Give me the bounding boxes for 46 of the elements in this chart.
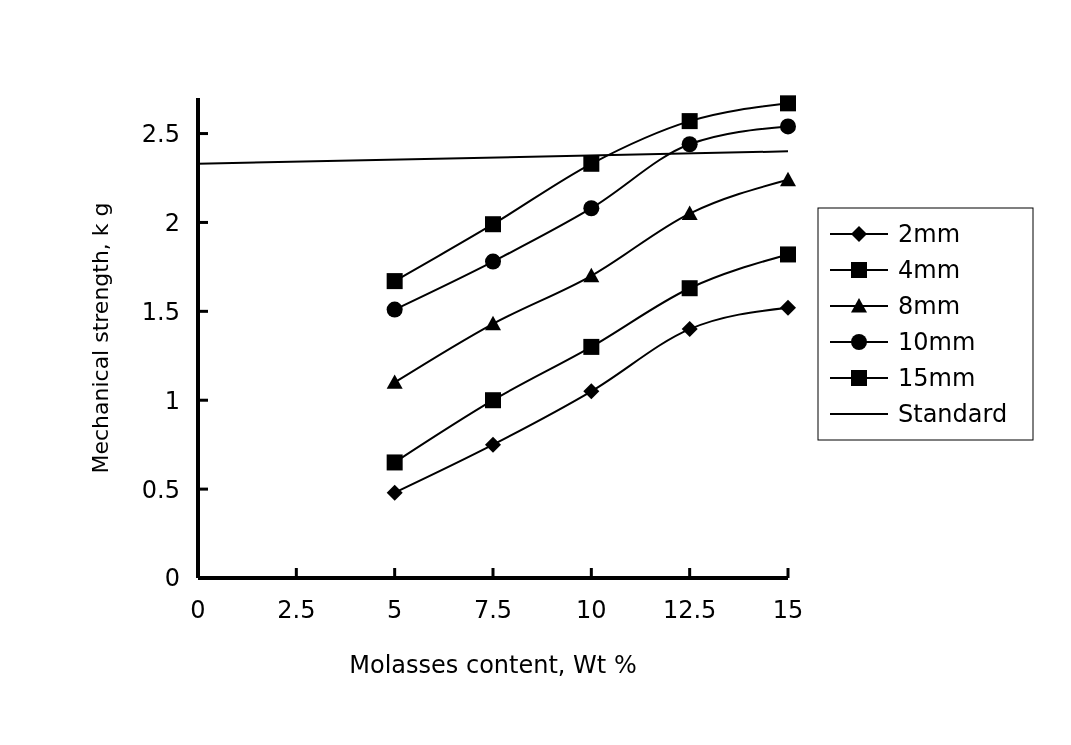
point <box>583 155 600 172</box>
point <box>485 436 501 453</box>
point <box>681 280 698 297</box>
point <box>780 171 796 187</box>
legend-label: 15mm <box>898 364 976 393</box>
y-axis-title: Mechanical strength, k g <box>88 202 113 474</box>
point <box>780 246 796 263</box>
point <box>485 315 501 331</box>
legend-label: 4mm <box>898 256 961 285</box>
point <box>485 253 501 270</box>
point <box>386 273 403 290</box>
point <box>583 383 600 400</box>
point <box>681 136 698 153</box>
point <box>583 200 600 217</box>
point <box>780 299 796 316</box>
legend-label: 8mm <box>898 292 961 321</box>
y-tick-label: 1 <box>164 386 180 415</box>
y-tick-label: 1.5 <box>141 297 180 326</box>
legend-label: Standard <box>898 400 1008 429</box>
x-tick-label: 12.5 <box>662 596 717 624</box>
point <box>386 454 403 471</box>
y-tick-label: 0.5 <box>141 475 180 504</box>
point <box>386 484 403 501</box>
point <box>681 113 698 130</box>
point <box>780 118 796 135</box>
x-tick-label: 0 <box>190 596 206 624</box>
x-axis-title: Molasses content, Wt % <box>349 651 637 679</box>
x-tick-label: 10 <box>576 596 607 624</box>
legend-label: 10mm <box>898 328 976 357</box>
point <box>485 216 501 233</box>
legend-label: 2mm <box>898 220 961 249</box>
x-tick-label: 5 <box>387 596 403 624</box>
x-tick-label: 15 <box>772 596 804 624</box>
point <box>681 205 698 220</box>
point <box>386 301 403 318</box>
y-tick-label: 2 <box>164 208 180 237</box>
point <box>485 392 501 409</box>
point <box>681 321 698 338</box>
y-tick-label: 0 <box>164 564 180 593</box>
x-tick-label: 7.5 <box>473 596 513 624</box>
x-tick-label: 2.5 <box>277 596 316 624</box>
point <box>583 267 600 283</box>
point <box>780 95 796 112</box>
point <box>386 374 403 389</box>
y-tick-label: 2.5 <box>141 119 180 148</box>
point <box>583 338 600 355</box>
